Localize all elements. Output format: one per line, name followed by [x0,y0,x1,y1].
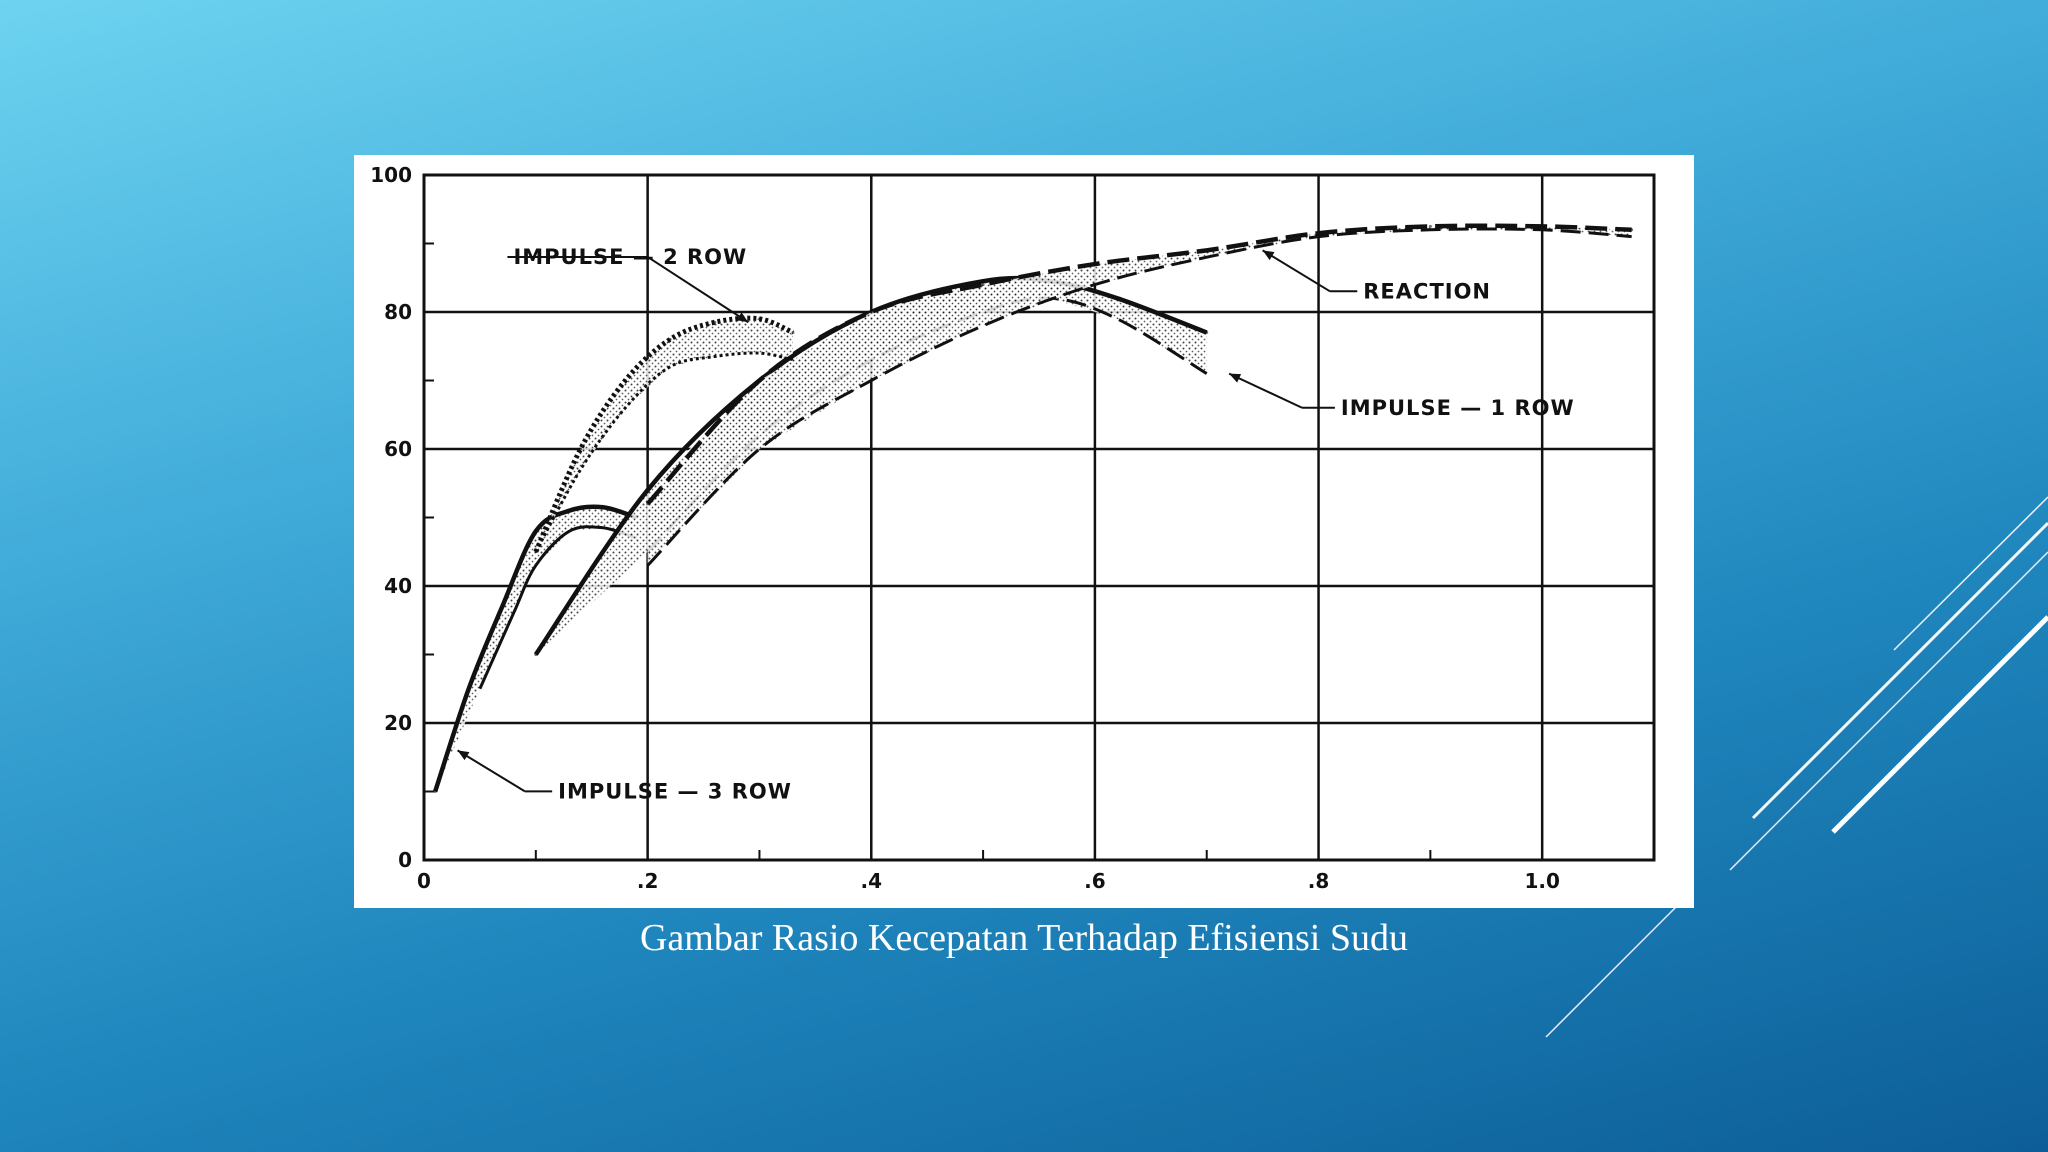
data-point [1317,231,1321,235]
slide-caption: Gambar Rasio Kecepatan Terhadap Efisiens… [639,917,1408,959]
annotation-impulse-3-row: IMPULSE — 3 ROW [457,749,792,803]
data-point [869,310,873,314]
arrow-head-icon [457,750,470,761]
data-point [981,283,985,287]
data-point [1428,224,1432,228]
chart-panel: 0 .2 .4 .6 .8 1.0 0 20 40 60 80 100 IMPULSE — 2 ROW… [354,155,1694,908]
x-tick-label: .4 [861,869,883,893]
data-point [534,653,538,656]
data-point [668,337,672,341]
efficiency-chart: 0 .2 .4 .6 .8 1.0 0 20 40 60 80 100 IMPULSE — 2 ROW… [370,163,1656,893]
data-point [567,509,571,513]
data-point [467,687,471,691]
deco-line-4 [1831,615,2048,834]
annotation-leader [457,749,526,793]
annotation-layer: IMPULSE — 2 ROW REACTION IMPULSE — 1 ROW IM… [457,245,1575,803]
data-point [713,320,717,324]
x-tick-label: .8 [1308,869,1330,893]
y-tick-label: 60 [384,437,412,461]
data-point [1205,248,1209,252]
annotation-label: IMPULSE — 3 ROW [558,779,792,803]
annotation-impulse-2-row: IMPULSE — 2 ROW [507,245,749,324]
series-reaction [645,223,1634,567]
annotation-leader [1228,372,1303,409]
data-point [646,488,650,492]
series-lower-reaction [646,227,1632,567]
data-point [1115,296,1119,300]
tick-label-layer: 0 .2 .4 .6 .8 1.0 0 20 40 60 80 100 [370,163,1560,893]
annotation-leader [647,256,749,324]
x-tick-label: 1.0 [1524,869,1559,893]
deco-line-5 [1545,892,1691,1038]
data-point [1205,331,1209,335]
y-tick-label: 40 [384,574,412,598]
arrow-head-icon [1229,373,1242,383]
data-point [623,379,627,382]
annotation-label: REACTION [1363,279,1491,303]
annotation-reaction: REACTION [1262,249,1491,303]
data-point [433,790,437,793]
deco-line-1 [1893,496,2048,651]
annotation-impulse-1-row: IMPULSE — 1 ROW [1228,372,1575,420]
data-point [601,505,605,509]
data-point [981,279,985,283]
x-tick-label: .2 [637,869,659,893]
y-tick-label: 20 [384,711,412,735]
data-point [500,605,504,609]
y-tick-label: 0 [398,848,412,872]
annotation-leader [1262,249,1331,293]
annotation-label: IMPULSE — 1 ROW [1341,396,1575,420]
data-point [791,331,795,335]
data-point [534,550,538,554]
deco-line-2 [1751,521,2048,820]
data-point [757,379,761,382]
series-lower-impulse-3-row [478,525,637,690]
series-impulse-2-row [533,315,795,554]
data-point [1540,224,1544,228]
data-point [757,317,761,321]
series-band-reaction [647,226,1632,566]
arrow-head-icon [1262,250,1275,261]
y-tick-label: 100 [370,163,412,187]
series-layer [433,223,1634,793]
arrow-head-icon [736,312,749,323]
data-point [534,529,538,533]
series-upper-reaction [645,223,1632,506]
data-point [1630,228,1634,232]
x-tick-label: 0 [417,869,431,893]
data-point [1093,262,1097,266]
deco-line-3 [1729,551,2048,871]
data-point [579,447,583,451]
y-tick-label: 80 [384,300,412,324]
grid-layer [422,173,1656,862]
series-band-impulse-2-row [535,318,793,552]
data-point [646,502,650,506]
x-tick-label: .6 [1084,869,1106,893]
